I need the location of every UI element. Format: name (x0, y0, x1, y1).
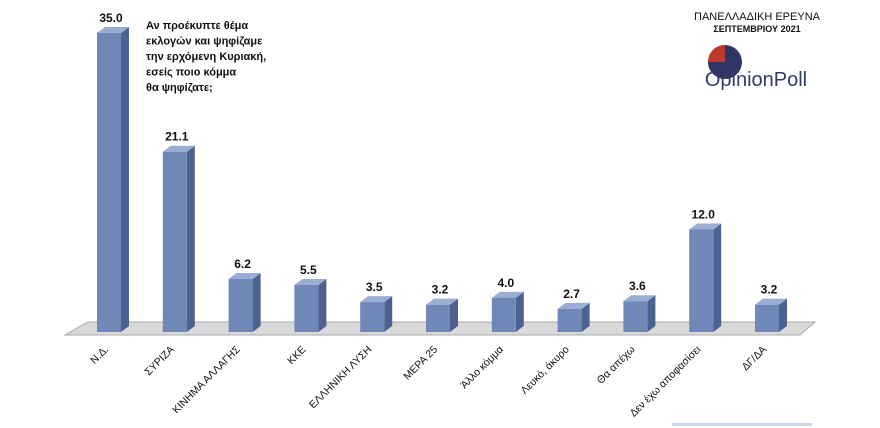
bar-top (360, 296, 393, 303)
bar-side (186, 145, 195, 332)
x-tick-label: ΔΓ/ΔΑ (740, 344, 770, 374)
logo-slice (708, 45, 725, 62)
bar-top (623, 295, 656, 302)
logo-title: ΠΑΝΕΛΛΑΔΙΚΗ ΕΡΕΥΝΑ (694, 11, 821, 23)
bar-top (228, 273, 261, 280)
bar-side (318, 279, 327, 332)
value-label: 2.7 (563, 287, 580, 301)
x-tick-label: Ν.Δ. (88, 344, 111, 367)
bar-side (713, 223, 722, 332)
bar (623, 301, 648, 332)
bar-top (426, 298, 458, 305)
bar-top (162, 145, 195, 152)
bar-side (121, 27, 129, 332)
bar-side (252, 273, 261, 332)
x-tick-label: ΚΙΝΗΜΑ ΑΛΛΑΓΗΣ (170, 343, 243, 416)
bar (557, 308, 582, 332)
value-label: 3.5 (366, 280, 383, 294)
bar-top (689, 223, 722, 230)
bar-side (450, 298, 458, 332)
bar-top (97, 27, 129, 33)
bar (294, 285, 319, 332)
annotation: την ερχόμενη Κυριακή, (146, 51, 266, 63)
bar (162, 151, 187, 332)
footer-line (672, 423, 812, 426)
x-tick-label: ΜΕΡΑ 25 (401, 344, 440, 383)
bar-top (755, 298, 787, 305)
x-tick-label: Θα απέχω (595, 344, 638, 387)
x-tick-label: ΣΥΡΙΖΑ (142, 344, 177, 379)
annotation: εκλογών και ψηφίζαμε (146, 36, 263, 48)
bar-side (647, 295, 656, 332)
x-tick-label: ΚΚΕ (285, 344, 308, 367)
x-tick-label: ΕΛΛΗΝΙΚΗ ΛΥΣΗ (307, 344, 374, 411)
value-label: 5.5 (300, 263, 317, 277)
bar (97, 33, 121, 332)
logo: ΠΑΝΕΛΛΑΔΙΚΗ ΕΡΕΥΝΑ ΣΕΠΤΕΜΒΡΙΟΥ 2021 Opin… (694, 11, 821, 91)
annotation: εσείς ποιο κόμμα (146, 67, 236, 79)
bar-side (384, 296, 393, 332)
value-label: 3.2 (432, 283, 449, 297)
bar (360, 302, 385, 332)
bar (426, 304, 450, 332)
bar-side (581, 302, 590, 332)
logo-brand: OpinionPoll (705, 69, 807, 91)
value-label: 4.0 (497, 276, 514, 290)
annotation: Αν προέκυπτε θέμα (146, 20, 248, 32)
value-label: 3.2 (761, 283, 778, 297)
bar-top (491, 291, 524, 298)
bar (491, 297, 516, 332)
x-tick-label: Άλλο κόμμα (458, 344, 506, 392)
bar-side (515, 291, 524, 332)
value-label: 35.0 (99, 11, 123, 25)
bar-side (779, 298, 787, 332)
bar (228, 279, 253, 332)
value-label: 6.2 (234, 257, 251, 271)
bar (755, 304, 779, 332)
bar (689, 229, 714, 332)
logo-subtitle: ΣΕΠΤΕΜΒΡΙΟΥ 2021 (713, 24, 800, 34)
value-label: 12.0 (692, 207, 716, 221)
x-tick-label: Λευκό, άκυρο (519, 344, 572, 397)
bar-top (294, 279, 327, 286)
value-label: 21.1 (165, 130, 189, 144)
value-label: 3.6 (629, 279, 646, 293)
bar-top (557, 302, 590, 309)
annotation: θα ψηφίζατε; (146, 82, 213, 94)
x-tick-label: Δεν έχω αποφασίσει (628, 343, 704, 419)
